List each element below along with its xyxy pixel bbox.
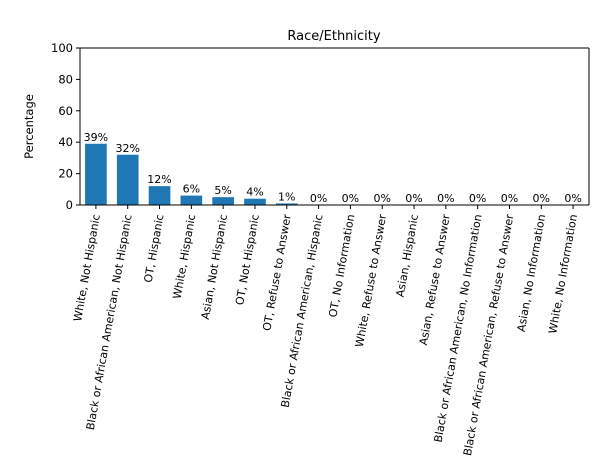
data-label: 5% <box>214 184 231 197</box>
data-label: 0% <box>469 192 486 205</box>
data-label: 0% <box>310 192 327 205</box>
x-tick-label: Asian, Hispanic <box>394 213 421 298</box>
bar <box>180 195 203 205</box>
bar <box>116 154 139 205</box>
y-tick-label: 40 <box>58 135 73 149</box>
x-tick-label: White, Refuse to Answer <box>353 213 389 348</box>
y-tick-label: 100 <box>51 41 73 55</box>
x-tick-label: White, Not Hispanic <box>71 213 103 322</box>
x-tick-label: White, No Information <box>546 213 580 335</box>
data-label: 0% <box>501 192 518 205</box>
data-label: 39% <box>84 131 108 144</box>
x-tick-label: OT, No Information <box>326 213 357 318</box>
data-label: 0% <box>373 192 390 205</box>
data-label: 0% <box>405 192 422 205</box>
data-label: 0% <box>533 192 550 205</box>
x-tick-label: Asian, Not Hispanic <box>199 213 230 320</box>
data-label: 0% <box>342 192 359 205</box>
data-label: 6% <box>183 183 200 196</box>
bar <box>148 186 171 205</box>
data-label: 1% <box>278 190 295 203</box>
x-tick-label: Asian, No Information <box>515 213 548 333</box>
chart-title: Race/Ethnicity <box>287 29 380 44</box>
y-axis-label: Percentage <box>22 94 36 159</box>
y-tick-label: 60 <box>58 104 73 118</box>
bar <box>244 198 266 205</box>
bar <box>275 203 298 205</box>
x-tick-label: White, Hispanic <box>171 213 199 300</box>
x-tick-label: Asian, Refuse to Answer <box>417 213 453 347</box>
x-tick-label: OT, Not Hispanic <box>233 213 262 306</box>
data-label: 0% <box>437 192 454 205</box>
y-tick-label: 80 <box>58 72 73 86</box>
x-tick-label: OT, Hispanic <box>142 213 167 283</box>
data-label: 0% <box>564 192 581 205</box>
y-tick-label: 0 <box>66 198 73 212</box>
data-label: 12% <box>147 173 171 186</box>
bar <box>85 143 107 205</box>
data-label: 4% <box>246 186 263 199</box>
x-tick-label: OT, Refuse to Answer <box>260 213 293 332</box>
bar <box>212 197 234 205</box>
data-label: 32% <box>115 142 139 155</box>
y-tick-label: 20 <box>58 167 73 181</box>
